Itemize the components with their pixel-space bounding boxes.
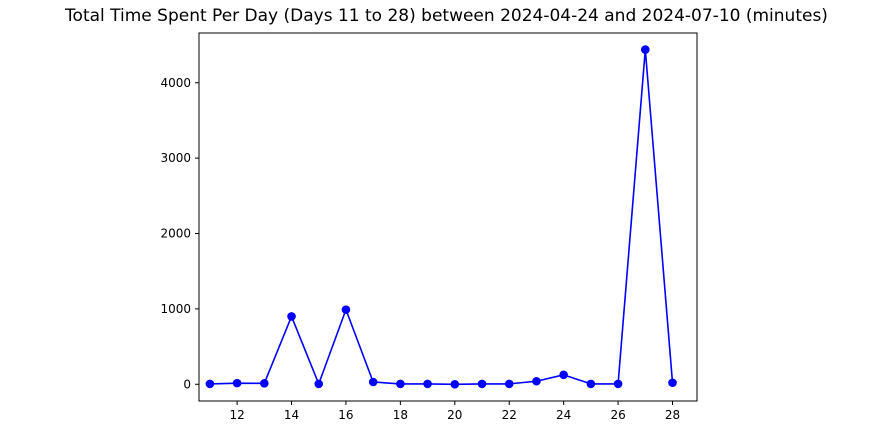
series-layer — [209, 48, 674, 386]
data-point — [287, 312, 296, 321]
data-point — [613, 379, 623, 389]
x-tick-label: 16 — [338, 408, 353, 422]
plot-frame — [198, 32, 698, 402]
data-point — [314, 379, 324, 389]
x-tick-label: 22 — [502, 408, 517, 422]
x-tick-label: 18 — [393, 408, 408, 422]
x-tick-label: 26 — [610, 408, 625, 422]
data-point — [450, 379, 460, 389]
x-tick-label: 12 — [229, 408, 244, 422]
y-tick-label: 4000 — [160, 76, 191, 90]
data-point — [205, 379, 215, 389]
data-point — [640, 45, 650, 54]
x-tick-label: 28 — [665, 408, 680, 422]
y-tick-label: 1000 — [160, 302, 191, 316]
data-point — [260, 379, 269, 388]
chart-title: Total Time Spent Per Day (Days 11 to 28)… — [65, 6, 828, 26]
series-line — [209, 48, 674, 386]
data-point — [396, 379, 405, 389]
data-point — [586, 379, 596, 389]
axes-layer: 12 14 16 18 20 22 24 26 28 0 1000 2000 3000 4000 — [160, 76, 680, 422]
data-point — [232, 378, 242, 388]
x-tick-label: 20 — [447, 408, 462, 422]
data-point — [423, 379, 432, 389]
points-layer — [205, 45, 677, 389]
data-point — [668, 378, 677, 388]
data-point — [559, 370, 568, 380]
y-tick-label: 0 — [183, 377, 191, 391]
data-point — [532, 376, 541, 386]
x-tick-label: 14 — [284, 408, 299, 422]
data-point — [477, 379, 487, 389]
data-point — [341, 305, 351, 314]
data-point — [368, 377, 378, 387]
x-tick-label: 24 — [556, 408, 571, 422]
data-point — [504, 379, 514, 389]
y-tick-label: 3000 — [160, 151, 191, 165]
y-tick-label: 2000 — [160, 227, 191, 241]
